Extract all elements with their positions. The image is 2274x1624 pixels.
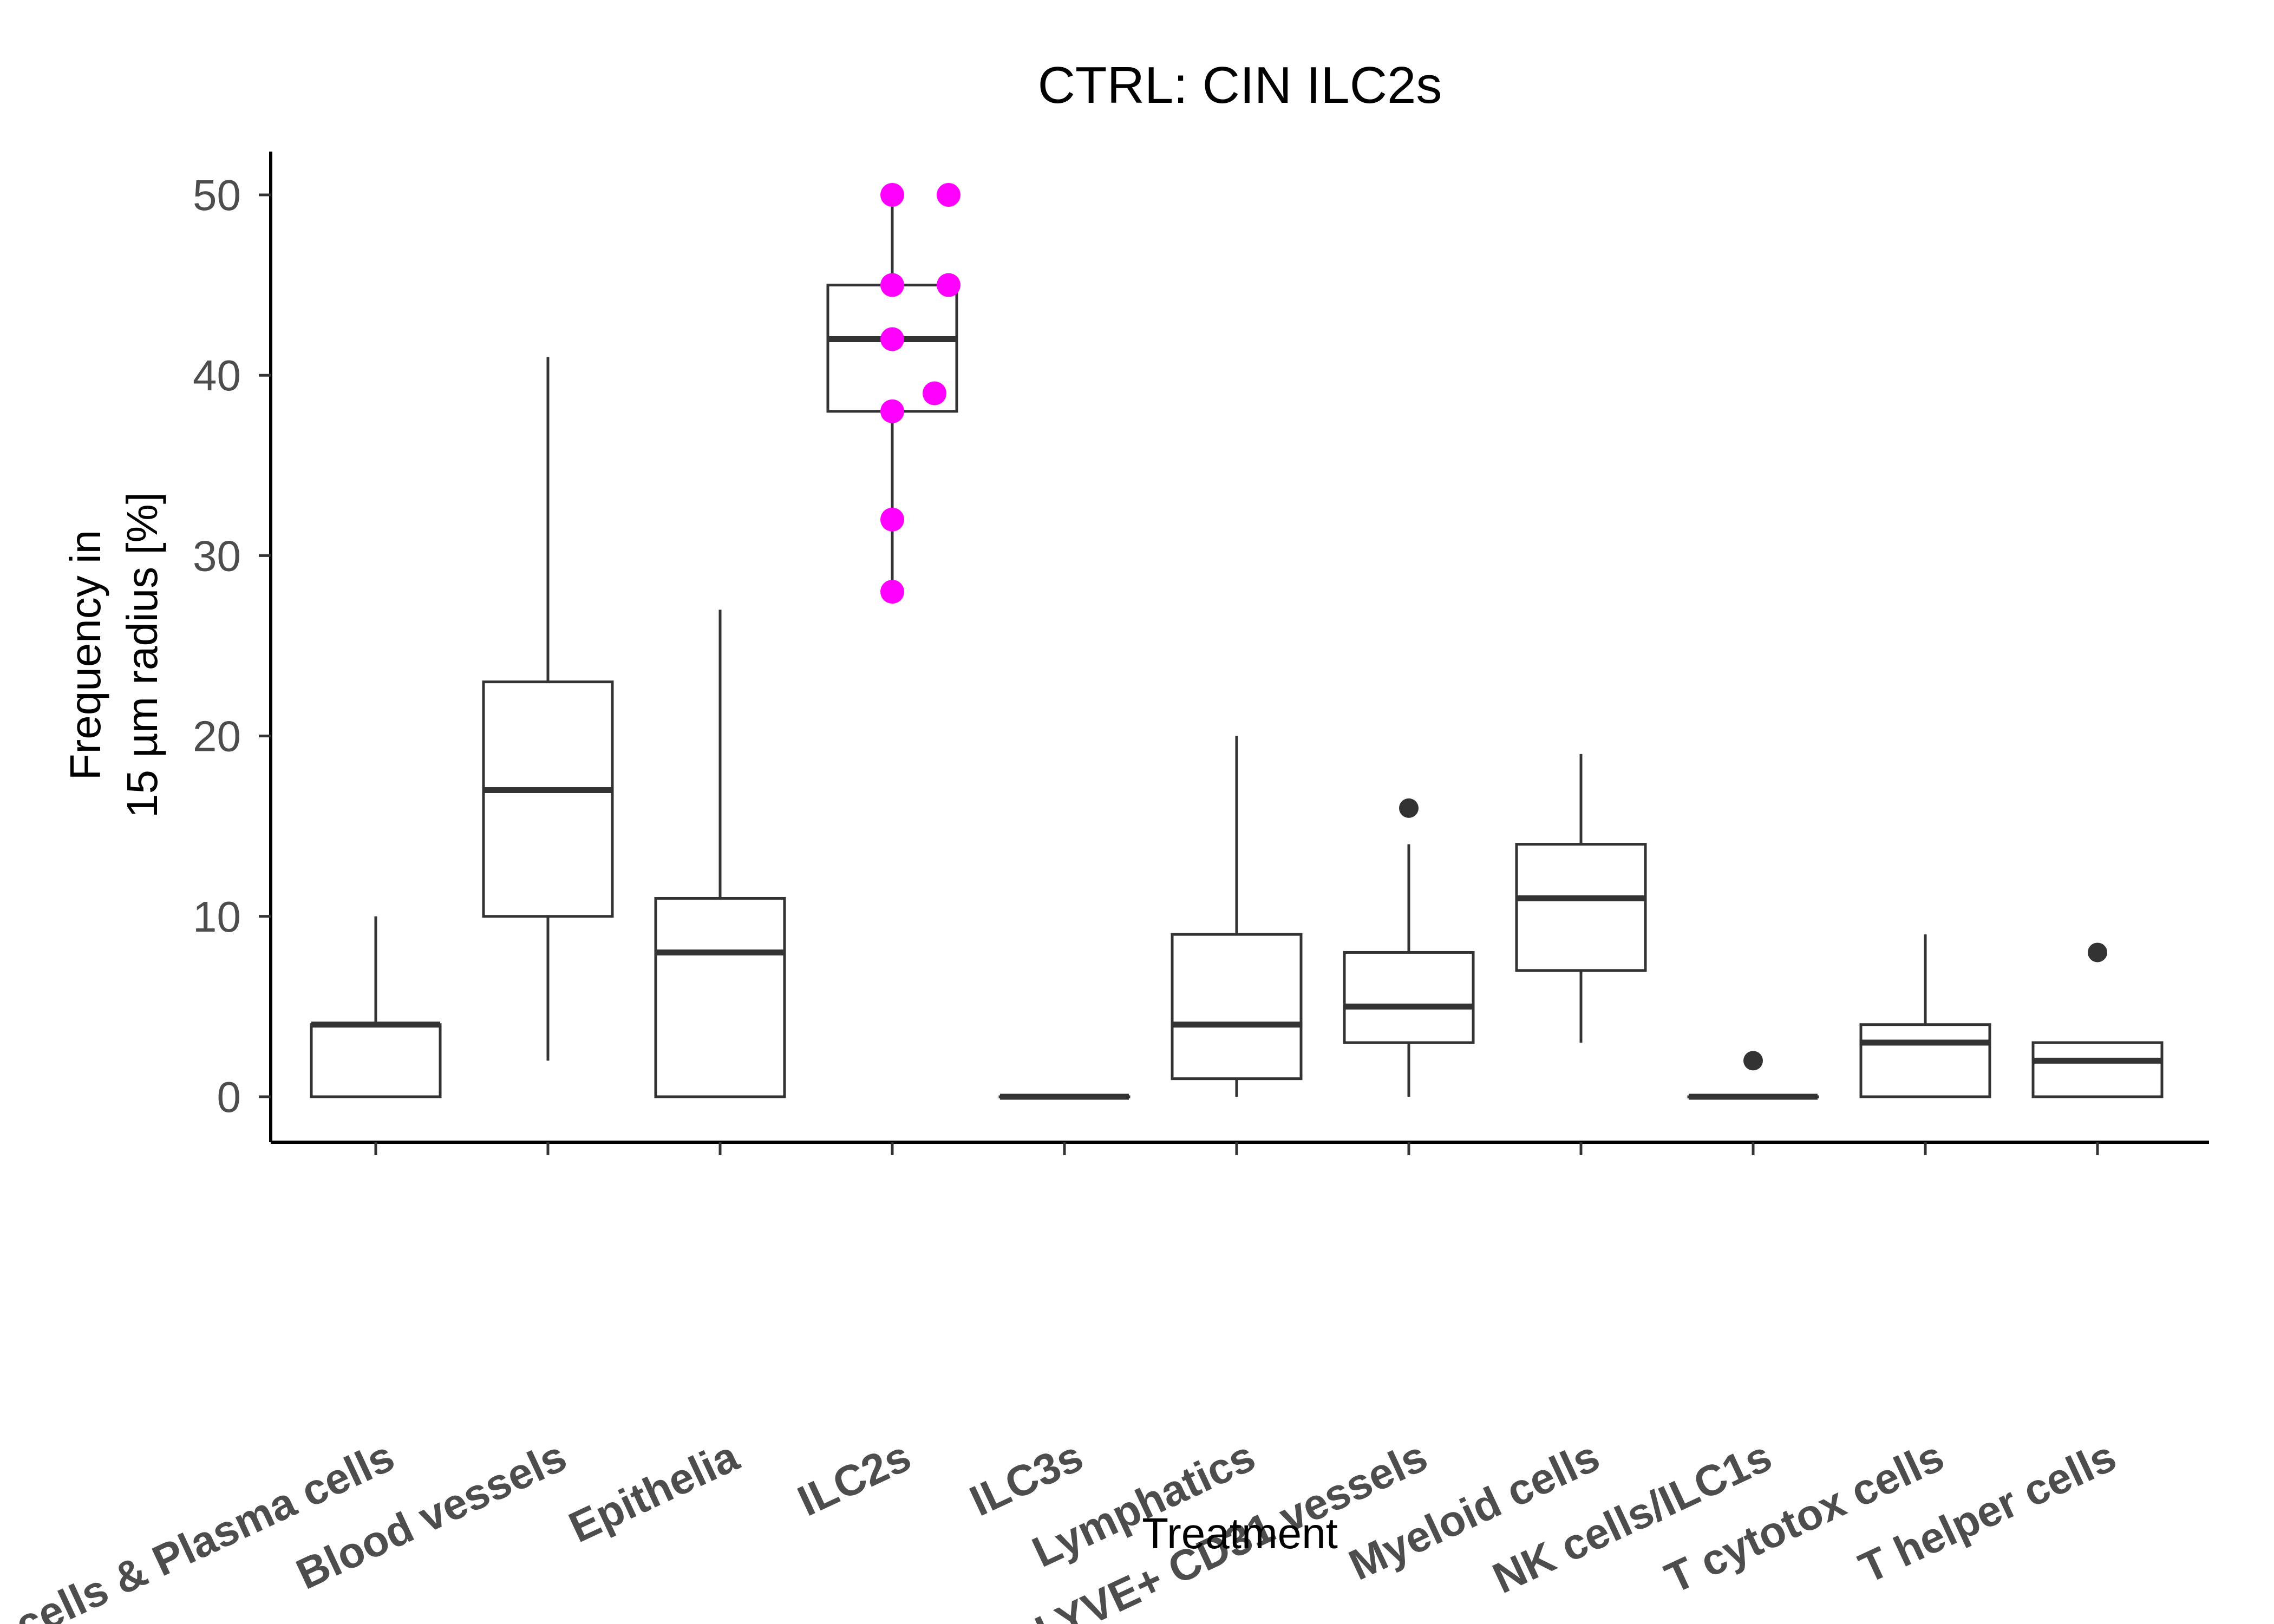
ilc2-point-5 bbox=[880, 327, 904, 351]
x-tick-label-4: ILC2s bbox=[790, 1432, 918, 1525]
y-tick-label-0: 0 bbox=[217, 1073, 241, 1121]
box-7-body bbox=[1343, 951, 1475, 1044]
y-tick-label-40: 40 bbox=[193, 351, 241, 400]
y-axis-title-line-1: Frequency in bbox=[61, 530, 109, 780]
box-1-body bbox=[310, 1023, 442, 1098]
box-6-body bbox=[1171, 933, 1303, 1081]
y-tick-label-20: 20 bbox=[193, 712, 241, 761]
ilc2-point-4 bbox=[937, 273, 960, 297]
ilc2-point-7 bbox=[880, 399, 904, 423]
box-3-body bbox=[654, 896, 786, 1098]
y-tick-label-10: 10 bbox=[193, 893, 241, 941]
ilc2-point-9 bbox=[880, 580, 904, 604]
x-tick-label-9: NK cells/ILC1s bbox=[1486, 1432, 1779, 1603]
box-8-body bbox=[1515, 843, 1647, 972]
ilc2-point-3 bbox=[880, 273, 904, 297]
y-tick-label-30: 30 bbox=[193, 532, 241, 580]
box-10-body bbox=[1859, 1023, 1991, 1098]
box-7-outlier-1 bbox=[1399, 798, 1419, 818]
box-9-outlier-1 bbox=[1743, 1051, 1763, 1071]
box-11-outlier-1 bbox=[2088, 942, 2107, 962]
ilc2-point-2 bbox=[937, 183, 960, 207]
x-tick-label-1: B cells & Plasma cells bbox=[0, 1432, 401, 1624]
x-tick-label-3: Epithelia bbox=[561, 1432, 746, 1552]
ilc2-point-8 bbox=[880, 507, 904, 532]
x-tick-label-10: T cytotox cells bbox=[1658, 1432, 1951, 1603]
ilc2-point-1 bbox=[880, 183, 904, 207]
chart-title: CTRL: CIN ILC2s bbox=[1038, 56, 1442, 114]
ilc2-point-6 bbox=[923, 381, 946, 405]
box-11-body bbox=[2031, 1041, 2164, 1098]
y-axis-title-line-2: 15 µm radius [%] bbox=[118, 492, 166, 818]
box-2-body bbox=[482, 680, 614, 918]
y-tick-label-50: 50 bbox=[193, 171, 241, 219]
x-axis-title: Treatment bbox=[1142, 1509, 1338, 1557]
